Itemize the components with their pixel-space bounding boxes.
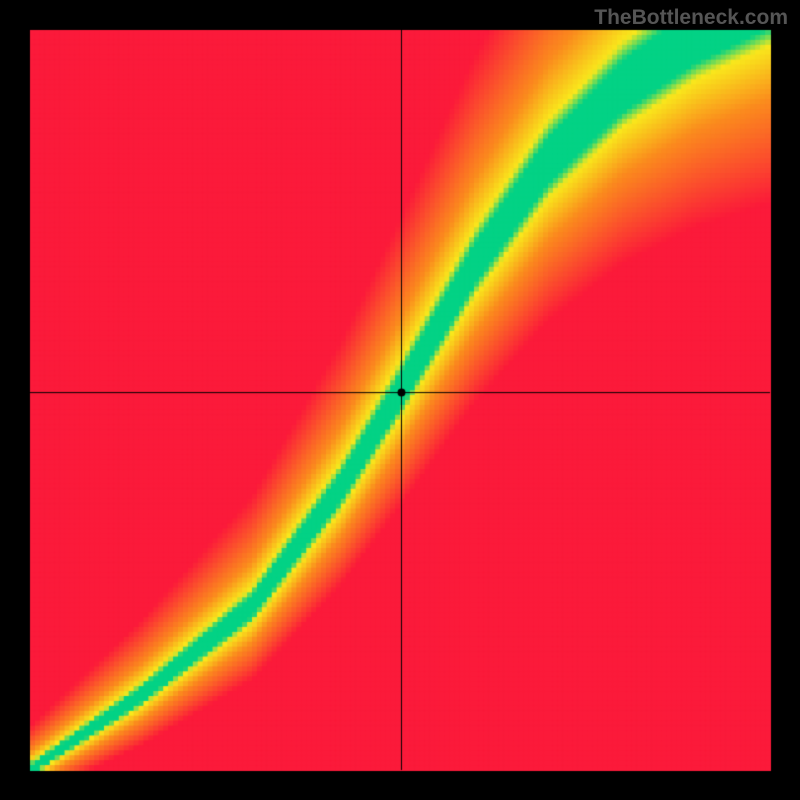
heatmap-canvas: [0, 0, 800, 800]
chart-container: TheBottleneck.com: [0, 0, 800, 800]
watermark-text: TheBottleneck.com: [594, 6, 788, 30]
